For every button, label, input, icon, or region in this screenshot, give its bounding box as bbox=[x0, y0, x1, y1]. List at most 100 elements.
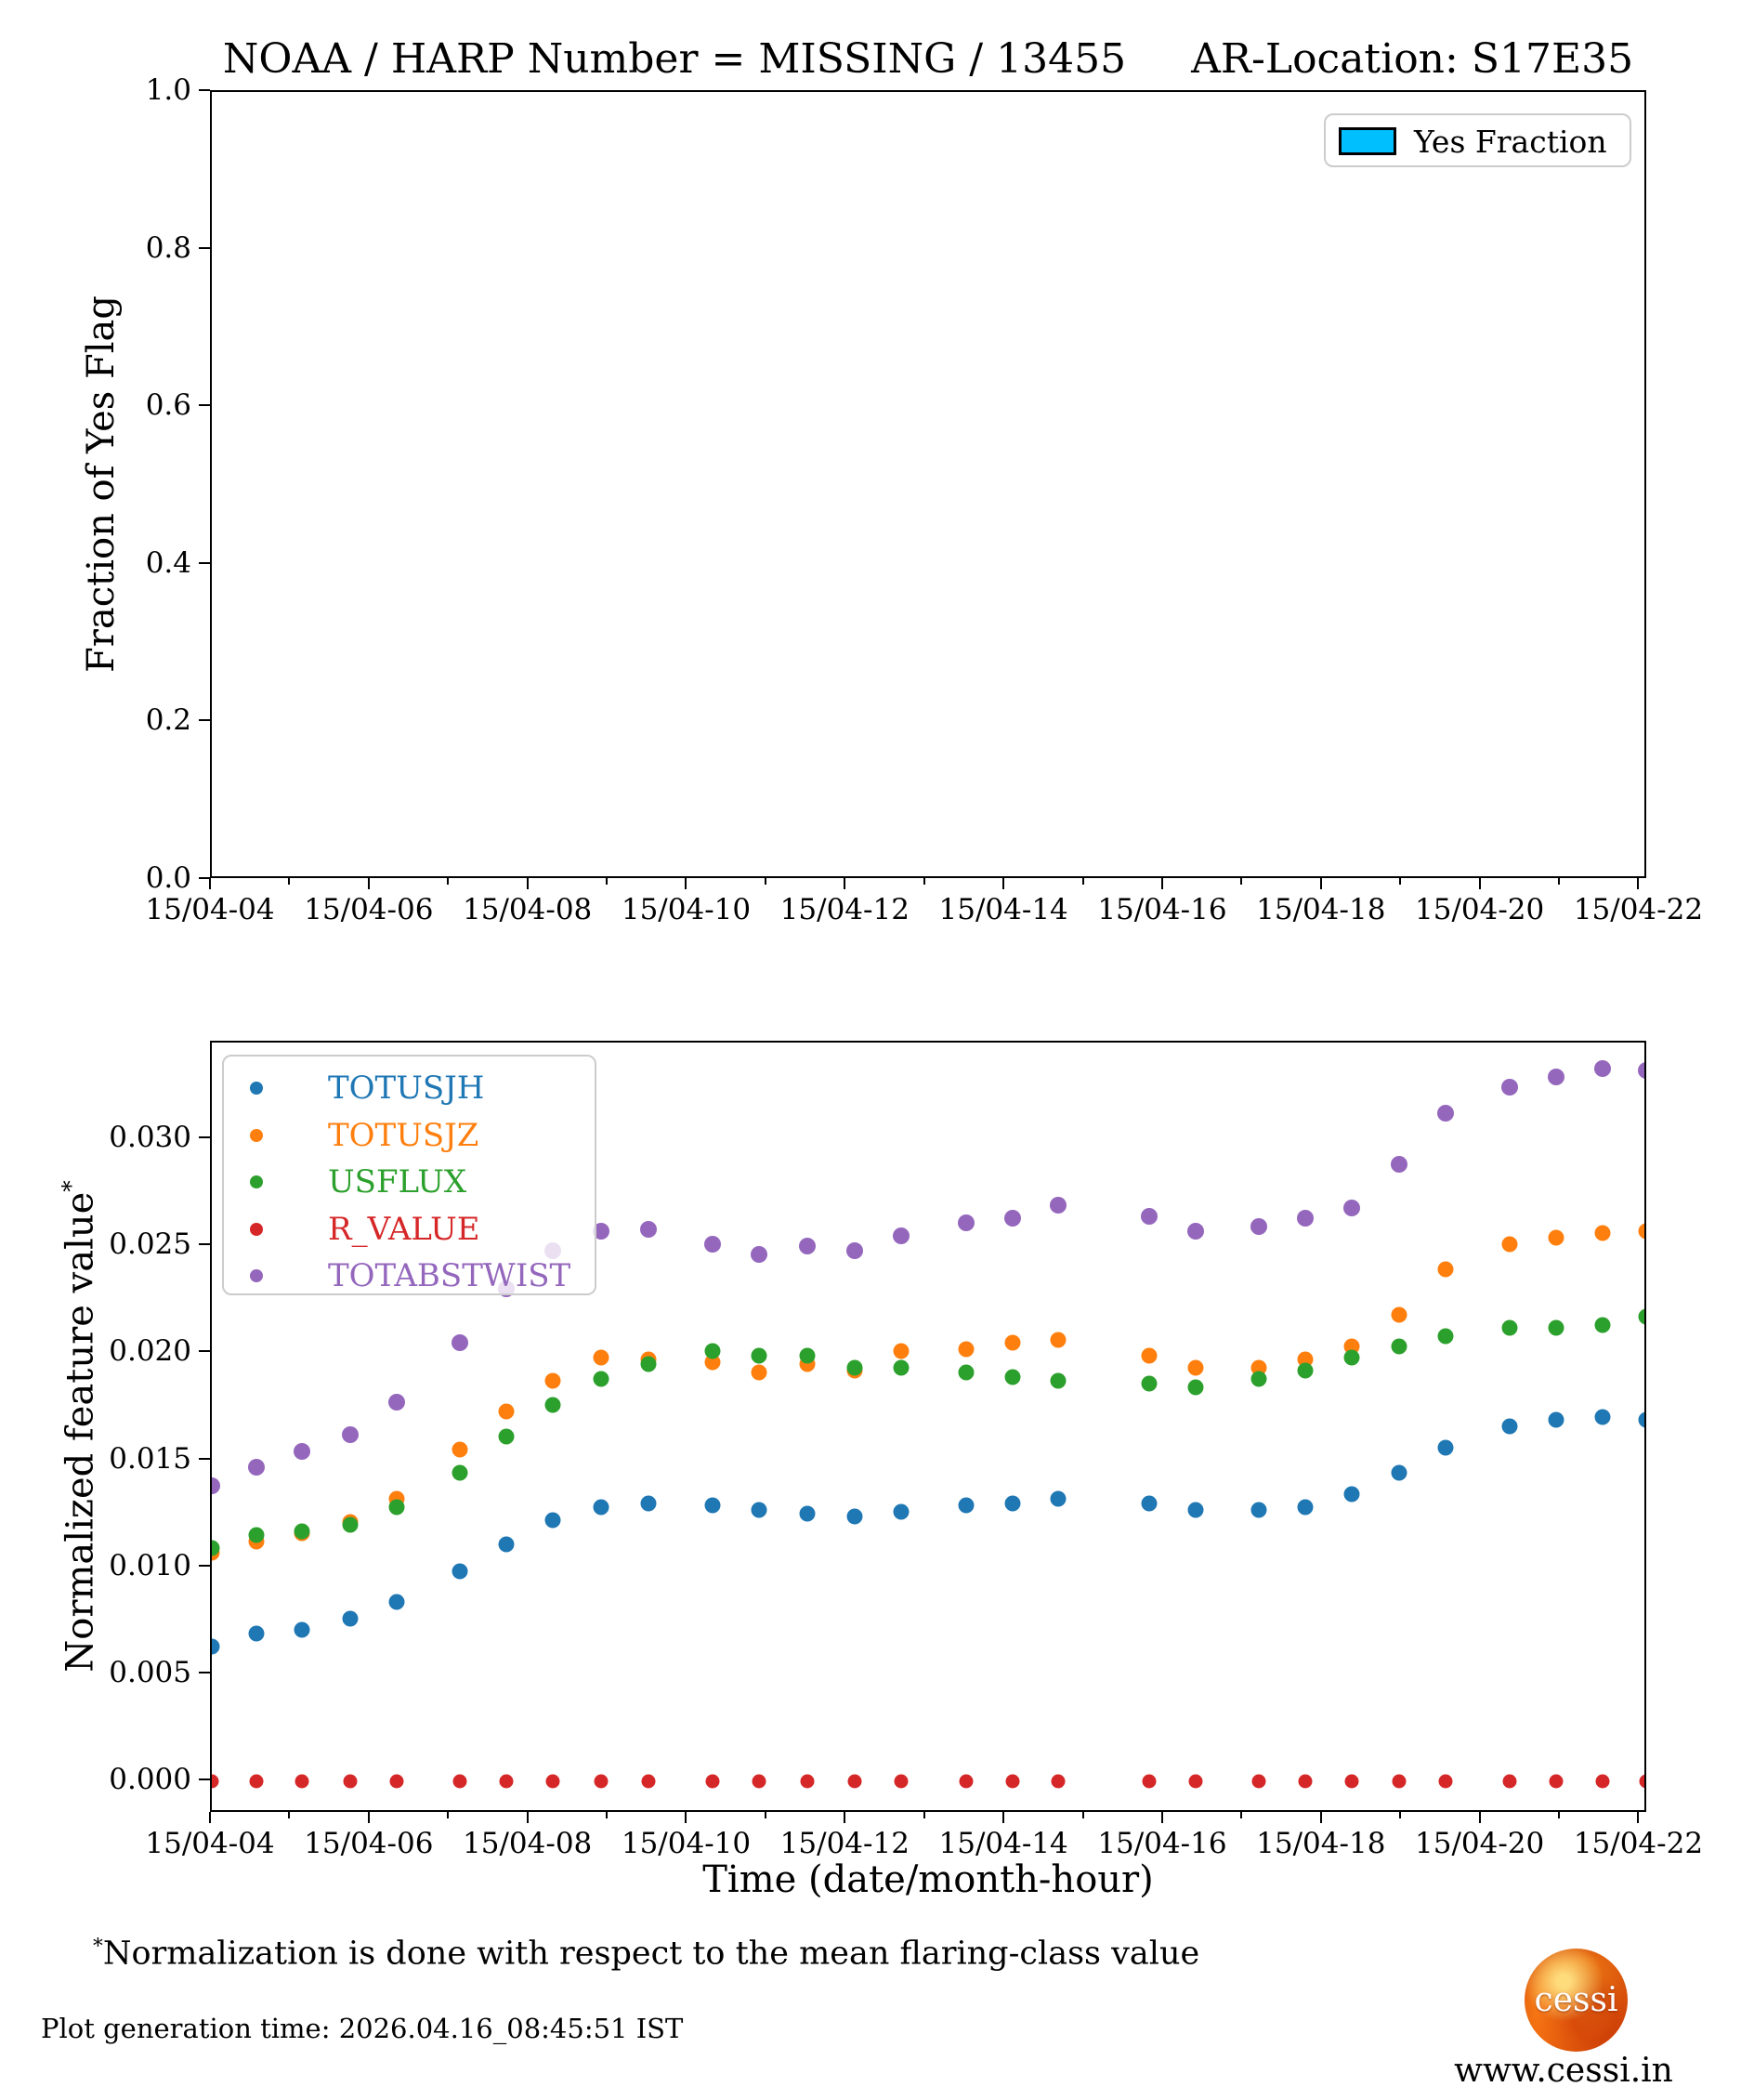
data-point-TOTABSTWIST bbox=[1437, 1105, 1455, 1122]
data-point-TOTABSTWIST bbox=[1594, 1059, 1612, 1077]
legend-dot-TOTUSJH bbox=[250, 1082, 263, 1095]
data-point-TOTUSJZ bbox=[1437, 1261, 1454, 1278]
x-major-tick bbox=[1478, 878, 1481, 889]
y-tick-label: 0.025 bbox=[109, 1227, 191, 1262]
x-minor-tick bbox=[288, 1812, 291, 1818]
top-ylabel: Fraction of Yes Flag bbox=[80, 295, 123, 673]
series-legend: TOTUSJH TOTUSJZ USFLUX R_VALUE TOTABSTWIST bbox=[222, 1055, 596, 1295]
data-point-USFLUX bbox=[1391, 1338, 1407, 1355]
data-point-TOTUSJH bbox=[799, 1505, 816, 1522]
y-major-tick bbox=[199, 404, 210, 407]
data-point-USFLUX bbox=[1638, 1308, 1644, 1325]
x-minor-tick bbox=[288, 878, 291, 885]
data-point-TOTABSTWIST bbox=[1049, 1197, 1067, 1214]
data-point-TOTUSJZ bbox=[893, 1343, 910, 1359]
cessi-website-link[interactable]: www.cessi.in bbox=[1454, 2052, 1673, 2090]
figure-title: NOAA / HARP Number = MISSING / 13455 AR-L… bbox=[210, 35, 1646, 83]
y-tick-label: 0.010 bbox=[109, 1548, 191, 1582]
bottom-xlabel: Time (date/month-hour) bbox=[702, 1858, 1154, 1901]
data-point-R_VALUE bbox=[1142, 1774, 1157, 1789]
x-major-tick bbox=[526, 878, 529, 889]
x-minor-tick bbox=[1399, 1812, 1402, 1818]
data-point-USFLUX bbox=[593, 1371, 609, 1387]
data-point-R_VALUE bbox=[752, 1774, 766, 1789]
data-point-TOTUSJH bbox=[1594, 1409, 1611, 1425]
points-layer bbox=[212, 1043, 1644, 1810]
x-tick-label: 15/04-10 bbox=[621, 1827, 752, 1860]
data-point-TOTUSJH bbox=[1141, 1495, 1158, 1512]
data-point-TOTABSTWIST bbox=[893, 1227, 910, 1244]
data-point-R_VALUE bbox=[800, 1774, 815, 1789]
x-tick-label: 15/04-20 bbox=[1414, 893, 1545, 926]
y-major-tick bbox=[199, 1457, 210, 1460]
data-point-R_VALUE bbox=[1051, 1774, 1066, 1789]
data-point-TOTUSJZ bbox=[751, 1364, 767, 1381]
x-minor-tick bbox=[764, 878, 766, 885]
x-tick-label: 15/04-16 bbox=[1097, 893, 1227, 926]
y-tick-label: 0.8 bbox=[145, 230, 191, 265]
data-point-R_VALUE bbox=[1005, 1774, 1020, 1789]
x-major-tick bbox=[685, 1812, 687, 1823]
data-point-TOTUSJH bbox=[640, 1495, 657, 1512]
data-point-TOTUSJH bbox=[388, 1594, 405, 1610]
data-point-TOTUSJZ bbox=[1004, 1334, 1021, 1351]
data-point-USFLUX bbox=[1343, 1349, 1360, 1366]
data-point-USFLUX bbox=[1187, 1379, 1204, 1396]
data-point-TOTUSJH bbox=[958, 1497, 975, 1514]
data-point-USFLUX bbox=[212, 1540, 220, 1556]
data-point-USFLUX bbox=[846, 1359, 863, 1376]
data-point-TOTABSTWIST bbox=[212, 1477, 220, 1495]
x-tick-label: 15/04-18 bbox=[1256, 893, 1386, 926]
data-point-TOTUSJH bbox=[1391, 1464, 1407, 1481]
x-tick-label: 15/04-22 bbox=[1573, 893, 1704, 926]
data-point-R_VALUE bbox=[1298, 1774, 1313, 1789]
legend-label-USFLUX: USFLUX bbox=[328, 1163, 467, 1201]
data-point-USFLUX bbox=[452, 1464, 468, 1481]
ylabel-asterisk: * bbox=[58, 1180, 85, 1192]
y-tick-label: 0.2 bbox=[145, 703, 191, 738]
legend-dot-TOTABSTWIST bbox=[250, 1269, 263, 1282]
data-point-TOTABSTWIST bbox=[1187, 1222, 1205, 1240]
data-point-USFLUX bbox=[893, 1359, 910, 1376]
data-point-USFLUX bbox=[640, 1356, 657, 1372]
data-point-TOTABSTWIST bbox=[1390, 1156, 1407, 1174]
data-point-R_VALUE bbox=[1639, 1774, 1644, 1789]
x-major-tick bbox=[1002, 1812, 1005, 1823]
x-minor-tick bbox=[1558, 1812, 1561, 1818]
cessi-sun-logo: cessi bbox=[1525, 1949, 1628, 2052]
x-tick-label: 15/04-04 bbox=[145, 893, 275, 926]
data-point-R_VALUE bbox=[249, 1774, 264, 1789]
title-harp-number: NOAA / HARP Number = MISSING / 13455 bbox=[222, 35, 1127, 83]
data-point-USFLUX bbox=[704, 1343, 721, 1359]
cessi-logo-text: cessi bbox=[1534, 1981, 1618, 2019]
data-point-TOTUSJZ bbox=[1187, 1359, 1204, 1376]
y-tick-label: 0.030 bbox=[109, 1120, 191, 1154]
x-major-tick bbox=[844, 878, 846, 889]
x-tick-label: 15/04-20 bbox=[1414, 1827, 1545, 1860]
data-point-R_VALUE bbox=[1502, 1774, 1517, 1789]
data-point-TOTABSTWIST bbox=[1140, 1207, 1158, 1225]
data-point-TOTUSJH bbox=[1343, 1486, 1360, 1503]
data-point-R_VALUE bbox=[894, 1774, 909, 1789]
data-point-TOTABSTWIST bbox=[1547, 1068, 1564, 1085]
x-minor-tick bbox=[1558, 878, 1561, 885]
x-tick-label: 15/04-22 bbox=[1573, 1827, 1704, 1860]
data-point-R_VALUE bbox=[389, 1774, 404, 1789]
x-minor-tick bbox=[1240, 1812, 1243, 1818]
data-point-R_VALUE bbox=[295, 1774, 309, 1789]
x-tick-label: 15/04-06 bbox=[304, 893, 434, 926]
x-tick-label: 15/04-14 bbox=[938, 893, 1068, 926]
y-major-tick bbox=[199, 246, 210, 249]
data-point-TOTABSTWIST bbox=[799, 1238, 817, 1255]
legend-dot-TOTUSJZ bbox=[250, 1128, 263, 1142]
data-point-USFLUX bbox=[498, 1428, 515, 1445]
data-point-TOTUSJZ bbox=[544, 1372, 561, 1389]
data-point-R_VALUE bbox=[1344, 1774, 1359, 1789]
data-point-USFLUX bbox=[248, 1527, 265, 1543]
x-minor-tick bbox=[606, 1812, 609, 1818]
x-minor-tick bbox=[1081, 878, 1084, 885]
data-point-USFLUX bbox=[342, 1516, 359, 1533]
data-point-TOTUSJZ bbox=[593, 1349, 609, 1366]
x-minor-tick bbox=[447, 1812, 450, 1818]
data-point-TOTABSTWIST bbox=[958, 1214, 975, 1231]
